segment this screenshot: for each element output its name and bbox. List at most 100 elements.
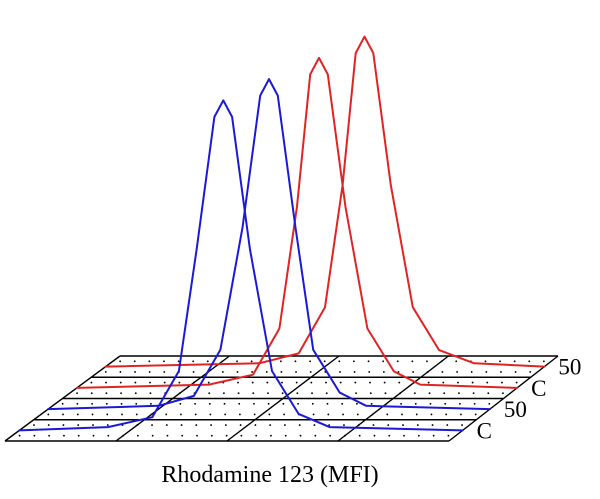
grid-dot xyxy=(163,360,165,363)
grid-dot xyxy=(209,413,212,416)
grid-dot xyxy=(151,424,153,426)
grid-dot xyxy=(48,434,51,437)
grid-dot xyxy=(426,360,428,363)
grid-dot xyxy=(326,402,329,405)
grid-dot xyxy=(223,392,225,395)
grid-dot xyxy=(62,424,65,426)
grid-dot xyxy=(136,424,139,426)
grid-dot xyxy=(294,360,297,363)
grid-dot xyxy=(455,360,458,363)
series-line xyxy=(104,35,546,368)
grid-dot xyxy=(338,360,341,363)
grid-dot xyxy=(265,371,268,373)
grid-dot xyxy=(486,381,489,384)
grid-dot xyxy=(329,434,332,437)
grid-dot xyxy=(429,402,432,405)
grid-dot xyxy=(208,402,211,405)
grid-dot xyxy=(327,413,330,416)
grid-dot xyxy=(90,381,93,384)
grid-dot xyxy=(311,392,313,395)
grid-dot xyxy=(253,413,256,416)
grid-dot xyxy=(150,413,153,416)
grid-dot xyxy=(121,413,123,416)
grid-dot xyxy=(224,424,227,426)
grid-dot xyxy=(385,402,388,405)
grid-dot xyxy=(33,434,36,437)
series-line xyxy=(18,99,464,432)
grid-dot xyxy=(428,392,431,395)
grid-dot xyxy=(107,434,110,437)
grid-dot xyxy=(148,360,151,363)
grid-dot xyxy=(237,381,239,384)
grid-dot xyxy=(33,424,35,426)
grid-dot xyxy=(165,424,168,426)
grid-dot xyxy=(210,424,212,426)
grid-dot xyxy=(210,434,213,437)
grid-dot xyxy=(342,413,344,416)
grid-dot xyxy=(120,392,122,395)
grid-dot xyxy=(473,402,476,405)
grid-dot xyxy=(371,413,374,416)
grid-dot xyxy=(119,360,122,363)
grid-dot xyxy=(134,381,137,384)
grid-dot xyxy=(356,402,358,405)
grid-dot xyxy=(501,381,503,384)
grid-dot xyxy=(353,360,355,363)
grid-dot xyxy=(207,381,210,384)
grid-dot xyxy=(192,371,195,373)
grid-dot xyxy=(255,434,258,437)
grid-dot xyxy=(412,371,415,373)
grid-dot xyxy=(295,371,297,373)
grid-dot xyxy=(181,434,184,437)
grid-dot xyxy=(119,371,122,373)
grid-dot xyxy=(163,381,166,384)
grid-floor xyxy=(4,355,559,442)
grid-dot xyxy=(411,360,414,363)
grid-divider-line xyxy=(4,355,121,442)
grid-dot xyxy=(77,434,80,437)
grid-dot xyxy=(440,360,443,363)
grid-divider-line xyxy=(448,355,559,442)
grid-dot xyxy=(357,424,360,426)
x-axis-label: Rhodamine 123 (MFI) xyxy=(161,462,378,488)
grid-dot xyxy=(388,434,391,437)
grid-dot xyxy=(106,413,109,416)
grid-dot xyxy=(92,434,95,437)
grid-dot xyxy=(441,371,444,373)
grid-dot xyxy=(236,371,239,373)
grid-dot xyxy=(542,360,545,363)
grid-dot xyxy=(281,392,284,395)
grid-dot xyxy=(284,434,287,437)
grid-dot xyxy=(415,413,418,416)
grid-dot xyxy=(400,402,402,405)
grid-dot xyxy=(91,413,94,416)
grid-dot xyxy=(92,424,94,426)
grid-dot xyxy=(430,413,433,416)
grid-dot xyxy=(432,434,435,437)
grid-dot xyxy=(500,371,502,373)
grid-dot xyxy=(309,360,311,363)
grid-dot xyxy=(238,402,241,405)
grid-dot xyxy=(250,360,253,363)
grid-dot xyxy=(195,424,198,426)
grid-dot xyxy=(295,381,298,384)
grid-dot xyxy=(314,434,317,437)
grid-dot xyxy=(369,381,371,384)
grid-dot xyxy=(279,360,282,363)
grid-dot xyxy=(384,392,387,395)
grid-dot xyxy=(339,371,341,373)
grid-dot xyxy=(355,392,357,395)
grid-dot xyxy=(165,413,168,416)
grid-dot xyxy=(268,413,271,416)
grid-dot xyxy=(344,434,346,437)
grid-dot xyxy=(223,402,226,405)
grid-dot xyxy=(382,371,385,373)
grid-dot xyxy=(104,371,107,373)
grid-dot xyxy=(446,424,449,426)
grid-dot xyxy=(442,381,445,384)
grid-dot xyxy=(354,381,357,384)
series-layer xyxy=(18,35,546,432)
grid-dot xyxy=(267,392,269,395)
grid-dot xyxy=(356,413,359,416)
